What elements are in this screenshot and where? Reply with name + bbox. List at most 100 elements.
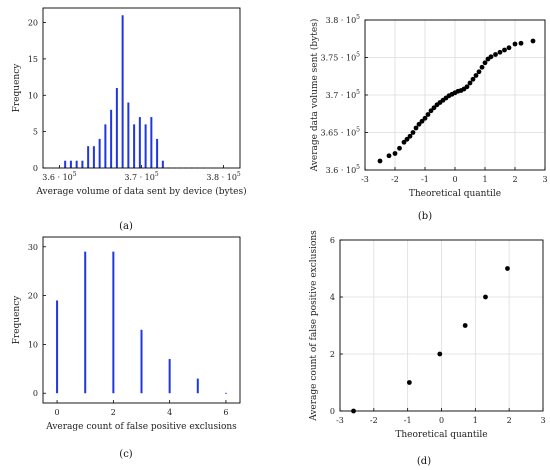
ytick-label-a-0: 0 [33,164,38,173]
point-b-34 [493,52,498,57]
xtick-label-b-2: -1 [421,175,429,184]
bar-a-7 [98,138,101,168]
xtick-label-b-0: -3 [361,175,369,184]
caption-c: (c) [119,449,133,460]
bar-a-17 [156,138,159,168]
ytick-label-b-3: 3.75 · 105 [321,52,361,63]
y-axis-label-a: Frequency [12,63,22,113]
xtick-label-d-2: -1 [404,416,412,425]
point-b-29 [476,69,482,75]
point-b-8 [413,125,419,131]
point-b-9 [416,121,422,127]
point-b-0 [377,158,383,164]
point-b-35 [497,49,503,55]
ytick-label-b-2: 3.7 · 105 [326,89,361,100]
axes-frame-c [42,236,241,404]
ytick-label-d-3: 6 [330,236,335,245]
y-axis-label-c: Frequency [12,295,22,345]
bar-a-6 [92,146,95,168]
axes-frame-a [42,7,241,169]
bar-a-15 [144,124,147,168]
xtick-label-c-1: 2 [111,408,116,417]
point-d-1 [406,380,412,385]
point-b-7 [410,130,416,135]
xtick-label-c-0: 0 [55,408,60,417]
caption-d: (d) [417,456,431,467]
point-b-36 [502,47,507,53]
bar-a-10 [115,88,118,168]
xtick-label-d-4: 1 [473,416,478,425]
xtick-label-d-1: -2 [370,416,378,425]
point-b-5 [404,136,410,142]
point-b-33 [488,54,494,60]
xtick-label-c-2: 4 [167,408,172,417]
panel-c: 0 2 4 6 0 10 20 30 Average count of false positi… [12,236,241,432]
point-b-4 [401,139,407,145]
point-b-2 [392,151,398,156]
point-d-2 [437,351,443,357]
x-axis-label-c: Average count of false positive exclusio… [45,422,237,432]
bar-a-12 [127,102,130,168]
bar-a-5 [87,146,90,168]
bar-a-3 [75,160,78,168]
xtick-label-d-0: -3 [336,416,344,425]
ytick-label-b-0: 3.6 · 105 [326,164,361,175]
bar-a-16 [150,117,153,168]
bar-a-11 [121,15,124,169]
bar-a-9 [110,109,113,168]
point-b-1 [386,153,392,159]
point-b-12 [425,112,431,117]
y-axis-label-d: Average count of false positive exclusio… [309,230,319,422]
panel-d: -3 -2 -1 0 1 2 3 0 2 4 6 Theoretical quantile Averag… [309,230,546,440]
point-b-14 [431,105,437,111]
x-axis-label-d: Theoretical quantile [395,430,487,440]
xtick-label-c-3: 6 [223,408,228,417]
xtick-label-b-4: 1 [482,175,487,184]
caption-b: (b) [418,211,432,222]
point-b-30 [479,64,485,70]
point-b-3 [397,145,402,151]
panel-b: -3 -2 -1 0 1 2 3 3.6 · 105 3.65 · 105 3.7 · 105 3.… [309,14,548,199]
point-d-4 [483,294,488,300]
ytick-label-c-2: 20 [28,292,38,301]
ytick-label-d-1: 2 [330,350,335,359]
ytick-label-a-4: 20 [28,19,38,28]
xtick-label-a-2: 3.8 · 105 [206,171,241,182]
point-d-3 [462,323,468,328]
bar-c-4 [168,359,171,394]
point-b-40 [530,38,536,44]
ytick-label-a-1: 5 [33,128,38,137]
bar-a-1 [64,160,67,168]
point-b-6 [407,133,413,139]
point-b-11 [422,115,428,121]
xtick-label-b-1: -2 [391,175,399,184]
xtick-label-d-6: 3 [540,416,545,425]
xtick-label-b-6: 3 [542,175,547,184]
point-b-31 [482,60,488,66]
ytick-label-c-3: 30 [28,243,38,252]
bar-a-2 [69,160,72,168]
y-axis-label-b: Average data volume sent (bytes) [309,19,320,173]
point-b-38 [512,41,518,47]
point-d-5 [505,266,510,271]
ytick-label-d-2: 4 [330,293,335,302]
point-b-25 [464,84,470,90]
ytick-label-a-3: 15 [28,55,38,64]
bar-c-2 [112,251,115,394]
bar-c-0 [56,300,59,394]
x-axis-label-a: Average volume of data sent by device (b… [35,186,246,197]
bar-a-14 [138,117,141,168]
bar-c-3 [140,329,143,394]
ytick-label-b-4: 3.8 · 105 [326,14,361,25]
panel-a: 3.6 · 105 3.7 · 105 3.8 · 105 0 5 10 15 20 Avera… [12,7,247,197]
ytick-label-d-0: 0 [330,407,335,416]
point-b-39 [518,40,524,46]
ytick-label-b-1: 3.65 · 105 [321,127,361,138]
bar-a-8 [104,124,107,168]
bar-c-1 [84,251,87,394]
point-b-10 [419,118,425,124]
ytick-label-c-1: 10 [28,340,38,349]
bar-a-13 [133,124,136,168]
xtick-label-d-3: 0 [439,416,444,425]
